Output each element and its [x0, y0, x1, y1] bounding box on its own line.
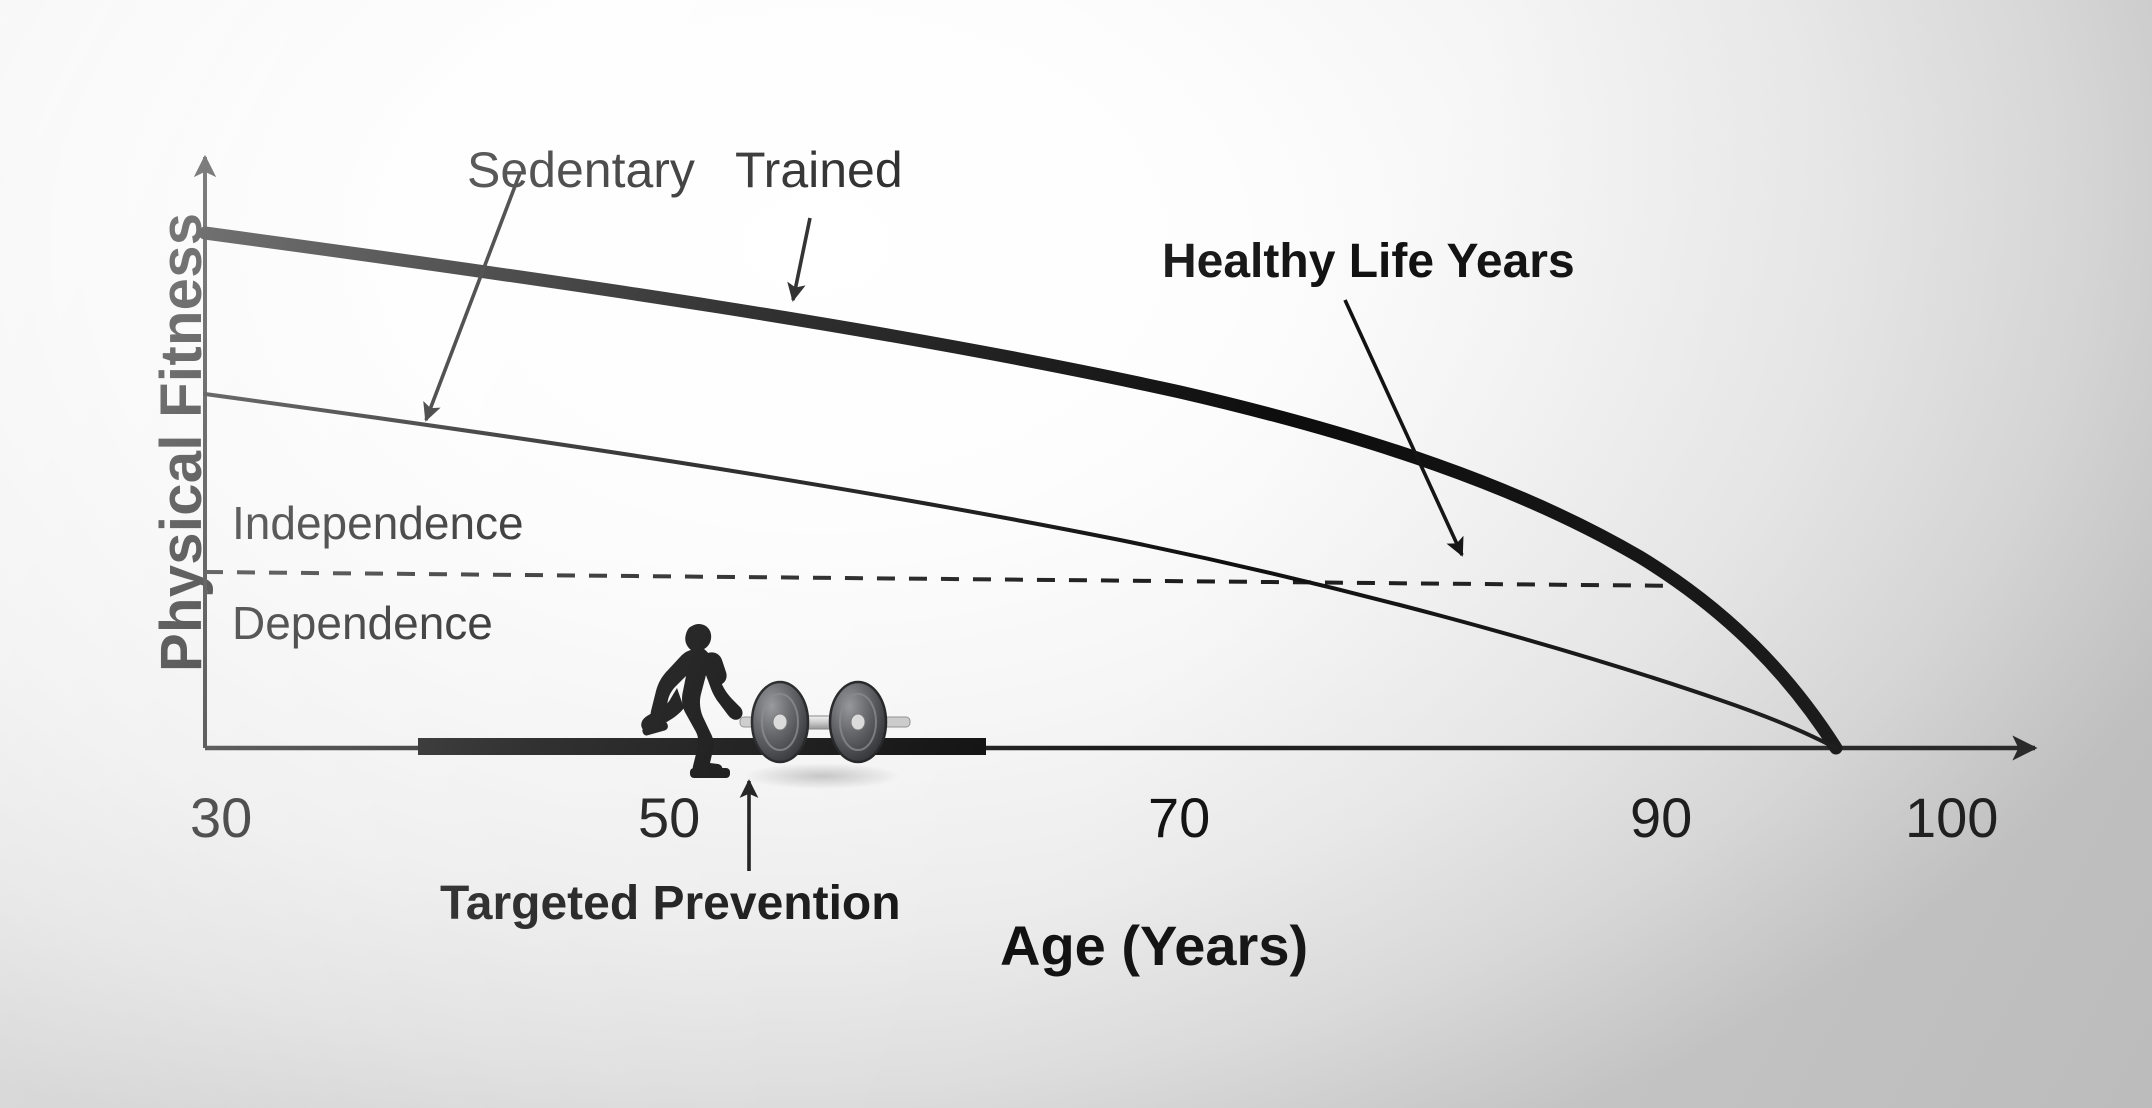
annotation-dependence: Dependence	[232, 597, 493, 649]
independence-threshold-line	[204, 570, 1693, 588]
x-tick-label-100: 100	[1905, 786, 1999, 849]
x-tick-label-70: 70	[1148, 786, 1211, 849]
healthy-life-years-callout-arrow	[1343, 299, 1464, 557]
x-tick-label-90: 90	[1630, 786, 1693, 849]
trained-callout-arrow	[787, 217, 812, 302]
running-person-icon	[641, 623, 743, 778]
annotation-independence: Independence	[232, 497, 524, 549]
x-tick-label-50: 50	[638, 786, 701, 849]
trained-curve	[198, 226, 1843, 755]
x-axis-title: Age (Years)	[1000, 914, 1309, 977]
annotation-trained: Trained	[735, 142, 903, 198]
annotation-sedentary: Sedentary	[467, 142, 695, 198]
sedentary-curve	[203, 392, 1838, 750]
x-tick-label-30: 30	[190, 786, 253, 849]
annotation-targeted-prevention: Targeted Prevention	[440, 877, 901, 930]
sedentary-callout-arrow	[423, 172, 522, 422]
dumbbell-icon	[739, 680, 911, 789]
annotation-healthy-life-years: Healthy Life Years	[1162, 235, 1575, 288]
